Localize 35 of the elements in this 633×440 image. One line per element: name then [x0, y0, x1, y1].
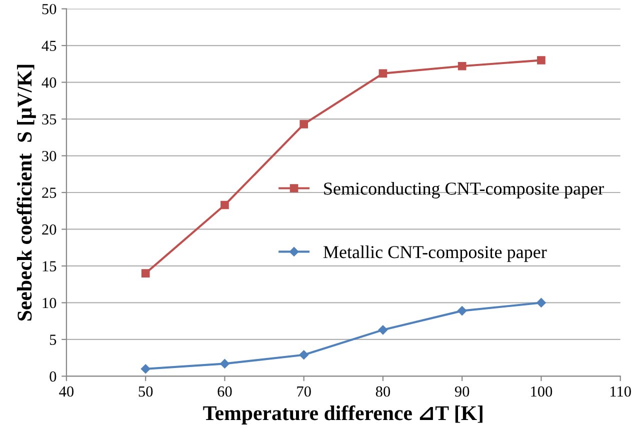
x-tick-label: 50 — [138, 386, 153, 397]
point — [140, 364, 150, 374]
y-tick-label: 30 — [42, 150, 56, 162]
x-tick-label: 100 — [531, 386, 552, 397]
x-tick-label: 60 — [218, 386, 232, 397]
y-tick-label: 5 — [50, 334, 56, 345]
y-tick-label: 20 — [42, 224, 56, 235]
y-axis-title: Seebeck coefficient S [μV/K] — [16, 64, 36, 321]
legend-label: Metallic CNT-composite paper — [323, 246, 547, 262]
point — [378, 69, 388, 78]
x-axis-title: Temperature difference ⊿T [K] — [203, 405, 482, 424]
point — [536, 298, 546, 308]
x-tick-label: 110 — [610, 386, 631, 397]
point — [458, 62, 466, 70]
y-tick-label: 15 — [42, 261, 56, 272]
point — [299, 350, 308, 360]
y-tick-label: 25 — [42, 188, 56, 198]
point — [141, 269, 150, 278]
legend-label: Semiconducting CNT-composite paper — [324, 182, 604, 198]
y-tick-label: 0 — [50, 371, 56, 382]
point — [220, 200, 229, 210]
y-tick-label: 10 — [42, 298, 56, 308]
x-tick-label: 40 — [59, 386, 74, 397]
x-tick-label: 90 — [454, 386, 470, 397]
point — [537, 56, 546, 64]
x-tick-label: 70 — [297, 386, 311, 397]
y-tick-label: 45 — [42, 40, 56, 51]
y-tick-label: 35 — [42, 114, 56, 124]
point — [378, 325, 388, 335]
y-tick-label: 40 — [42, 77, 56, 88]
point — [300, 120, 308, 128]
point — [457, 306, 467, 316]
point — [220, 359, 230, 368]
y-tick-label: 50 — [42, 4, 56, 14]
x-tick-label: 80 — [376, 386, 390, 397]
